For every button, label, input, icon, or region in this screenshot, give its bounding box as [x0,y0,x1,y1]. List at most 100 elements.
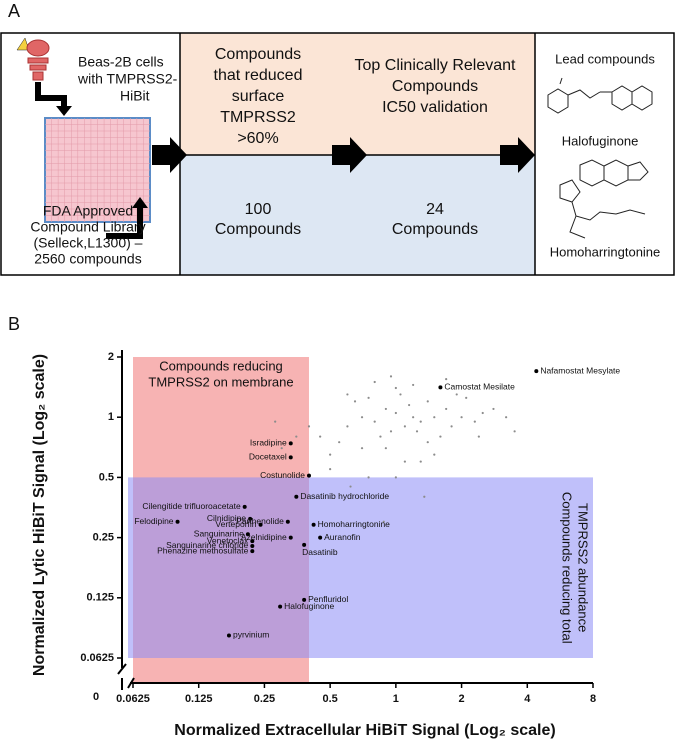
panel-label: B [8,314,20,334]
panel-label: A [8,1,20,21]
protein-icon [26,39,50,81]
labeled-point [250,543,255,548]
x-tick-label: 0.125 [185,693,213,705]
point [367,396,370,399]
x-tick-label: 1 [393,693,399,705]
stage-text: Compounds [215,46,301,63]
point [439,435,442,438]
cell-text: with TMPRSS2- [77,71,178,87]
point [403,425,406,428]
point [346,393,349,396]
point-label: Sanguinarine [194,528,244,538]
point [433,453,436,456]
point-label: Penfluridol [308,594,348,604]
point [280,447,283,450]
point-label: Cilengitide trifluoroacetate [142,501,241,511]
cell-text: Beas-2B cells [78,54,164,70]
point [408,403,411,407]
y-tick-label: 1 [108,411,114,423]
y-tick-label: 0.5 [99,471,114,483]
stage-text: TMPRSS2 [220,109,296,126]
y-tick-label: 0.0625 [80,652,114,664]
stage-text: Compounds [392,78,478,95]
point [329,468,332,471]
point [319,435,322,438]
point [394,386,397,390]
lead-title: Lead compounds [555,51,655,66]
point-label: Auranofin [324,532,361,542]
point-label: Homoharringtonine [318,519,391,529]
point [373,380,376,384]
point [426,441,429,444]
labeled-point [288,441,293,446]
point [373,420,376,423]
panel-frame [0,32,675,276]
labeled-point [250,539,255,544]
x-tick-label: 8 [590,693,596,705]
point [349,485,352,488]
point [384,447,387,450]
point [481,411,484,415]
library-text: 2560 compounds [34,251,141,267]
x-tick-label: 2 [459,693,465,705]
point [426,400,429,403]
x-tick-label: 0.5 [322,693,337,705]
point [384,407,387,411]
y-tick-label: 0.125 [86,592,114,604]
stage-count: 100 [245,201,272,218]
stage-top [180,33,535,155]
point [445,407,448,411]
point [505,416,508,419]
stage-count: Compounds [215,221,301,238]
region-label: TMPRSS2 on membrane [148,374,293,389]
point [450,425,453,428]
point [445,378,448,381]
library-text: (Selleck,L1300) – [34,235,143,251]
point [513,430,516,433]
labeled-point [248,516,253,521]
panel-a: Beas-2B cells with TMPRSS2- HiBit FDA Ap… [0,32,675,276]
labeled-point [294,494,299,499]
point [346,425,349,428]
point-label: Camostat Mesilate [444,382,515,392]
point [492,407,495,411]
point [460,416,463,419]
arrow [132,197,148,208]
y-axis-title: Normalized Lytic HiBiT Signal (Log₂ scal… [31,354,48,676]
point-label: Venetoclax [207,535,249,545]
point-label: Cilnidipine [207,513,246,523]
point-label: Verteporfin [215,519,256,529]
point [423,495,426,498]
y-tick-label: 2 [108,351,114,363]
stage-text: that reduced [214,67,303,84]
cell-text: HiBit [120,88,150,104]
axis-break [127,677,135,689]
point [295,435,298,438]
labeled-point [250,549,255,554]
labeled-point [288,455,293,460]
point-label: Felodipine [134,516,173,526]
compound-name: Halofuginone [562,133,639,148]
x-axis-title: Normalized Extracellular HiBiT Signal (L… [174,722,555,739]
tag-icon [16,37,30,51]
region-label: Compounds reducing total [560,492,575,644]
point [367,476,370,479]
region [128,477,593,658]
labeled-point [534,369,539,374]
point [415,430,419,433]
point [329,453,332,456]
stage-text: >60% [237,130,278,147]
labeled-point [288,535,293,540]
stage-count: 24 [426,201,444,218]
labeled-point [306,473,311,478]
labeled-point [278,604,283,609]
labeled-point [302,542,307,547]
point [473,420,476,423]
point-label: Sanguinarine chloride [166,540,248,550]
labeled-point [318,535,323,540]
arrow [35,82,67,108]
point-label: Halofuginone [284,601,334,611]
region-label: Compounds reducing [159,358,283,373]
